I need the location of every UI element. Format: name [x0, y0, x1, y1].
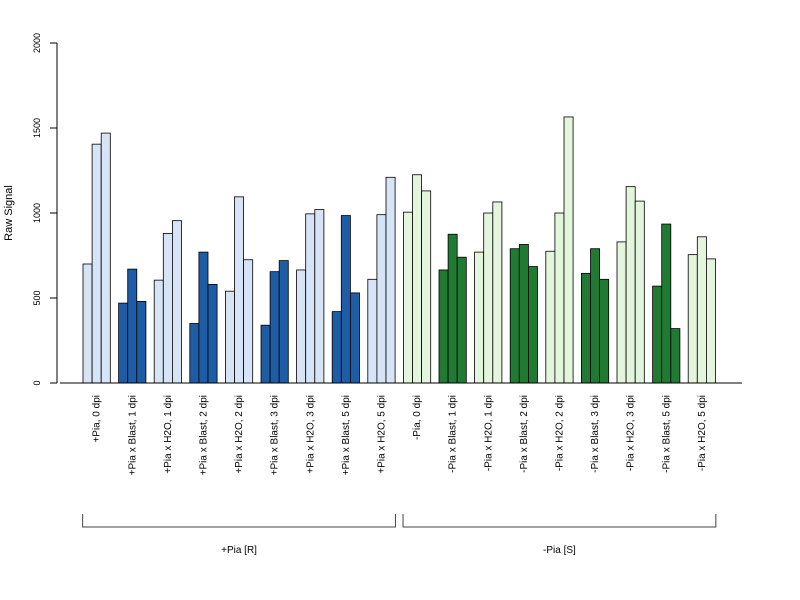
- bar: [234, 196, 245, 384]
- group-brackets: +Pia [R] -Pia [S]: [82, 514, 717, 556]
- y-tick-label: 1500: [32, 118, 42, 138]
- x-tick-label: +Pia x Blast, 2 dpi: [198, 395, 209, 475]
- bars: [82, 116, 716, 384]
- x-tick-label: +Pia x Blast, 5 dpi: [341, 395, 352, 475]
- bar: [652, 285, 663, 384]
- x-tick-label: -Pia x H2O, 2 dpi: [554, 395, 565, 471]
- bar: [590, 248, 601, 384]
- bar: [171, 220, 182, 384]
- bar: [625, 186, 636, 384]
- x-tick-labels: +Pia, 0 dpi +Pia x Blast, 1 dpi +Pia x H2O…: [92, 395, 708, 475]
- bar: [687, 254, 698, 384]
- bar: [616, 241, 627, 384]
- bar: [554, 212, 565, 384]
- bar: [269, 271, 280, 384]
- bar: [127, 268, 138, 384]
- bar: [456, 256, 467, 384]
- bar: [207, 283, 218, 384]
- bar: [260, 324, 271, 384]
- bar: [305, 213, 316, 384]
- bar: [447, 233, 458, 384]
- x-tick-label: +Pia x H2O, 5 dpi: [376, 395, 387, 474]
- bar: [634, 200, 645, 384]
- bar: [153, 279, 164, 384]
- x-tick-label: -Pia x H2O, 5 dpi: [697, 395, 708, 471]
- group-label: -Pia [S]: [543, 545, 576, 556]
- bar: [296, 269, 307, 384]
- bar: [376, 214, 387, 384]
- y-tick-label: 0: [32, 380, 42, 385]
- bar: [421, 190, 432, 384]
- x-tick-label: +Pia x Blast, 1 dpi: [127, 395, 138, 475]
- x-tick-label: -Pia x Blast, 1 dpi: [448, 395, 459, 473]
- bar: [278, 260, 289, 384]
- bar: [331, 311, 342, 384]
- bar: [545, 250, 556, 384]
- bar: [438, 269, 449, 384]
- x-tick-label: +Pia x H2O, 2 dpi: [234, 395, 245, 474]
- bar: [492, 201, 503, 384]
- bar: [509, 248, 520, 384]
- x-tick-label: +Pia x H2O, 1 dpi: [163, 395, 174, 474]
- bar: [402, 211, 413, 384]
- y-tick-label: 1000: [32, 203, 42, 223]
- x-tick-label: -Pia x Blast, 2 dpi: [519, 395, 530, 473]
- bar: [189, 323, 200, 384]
- group-bracket: [82, 514, 396, 528]
- x-tick-label: +Pia, 0 dpi: [92, 395, 103, 443]
- x-tick-label: -Pia x Blast, 3 dpi: [590, 395, 601, 473]
- bar: [349, 292, 360, 384]
- y-tick-label: 500: [32, 290, 42, 305]
- bar: [661, 223, 672, 384]
- bar: [367, 278, 378, 384]
- bar: [483, 212, 494, 384]
- bar: [340, 215, 351, 384]
- group-bracket: [402, 514, 717, 528]
- bar: [224, 290, 235, 384]
- bar: [474, 251, 485, 384]
- bar: [314, 209, 325, 384]
- bar: [412, 174, 423, 384]
- bar: [198, 251, 209, 384]
- bar: [670, 328, 681, 384]
- y-axis-label: Raw Signal: [3, 185, 15, 241]
- bar: [599, 278, 610, 384]
- bar: [385, 176, 396, 384]
- x-tick-label: -Pia x Blast, 5 dpi: [661, 395, 672, 473]
- bar: [581, 272, 591, 384]
- x-tick-label: +Pia x H2O, 3 dpi: [305, 395, 316, 474]
- bar: [243, 259, 254, 384]
- bar: [518, 244, 529, 384]
- bar: [118, 302, 129, 384]
- bar: [563, 116, 574, 384]
- bar: [100, 132, 111, 384]
- y-axis: 0 500 1000 1500 2000: [32, 33, 58, 386]
- x-tick-label: -Pia x H2O, 3 dpi: [626, 395, 637, 471]
- x-tick-label: +Pia x Blast, 3 dpi: [270, 395, 281, 475]
- bar: [528, 266, 538, 384]
- x-tick-label: -Pia x H2O, 1 dpi: [483, 395, 494, 471]
- bar: [136, 300, 147, 384]
- x-tick-label: -Pia, 0 dpi: [412, 395, 423, 440]
- bar: [91, 143, 102, 384]
- y-tick-label: 2000: [32, 33, 42, 53]
- bar: [696, 236, 707, 384]
- bar: [82, 263, 93, 384]
- group-label: +Pia [R]: [221, 545, 257, 556]
- bar: [162, 232, 173, 384]
- bar: [706, 258, 716, 384]
